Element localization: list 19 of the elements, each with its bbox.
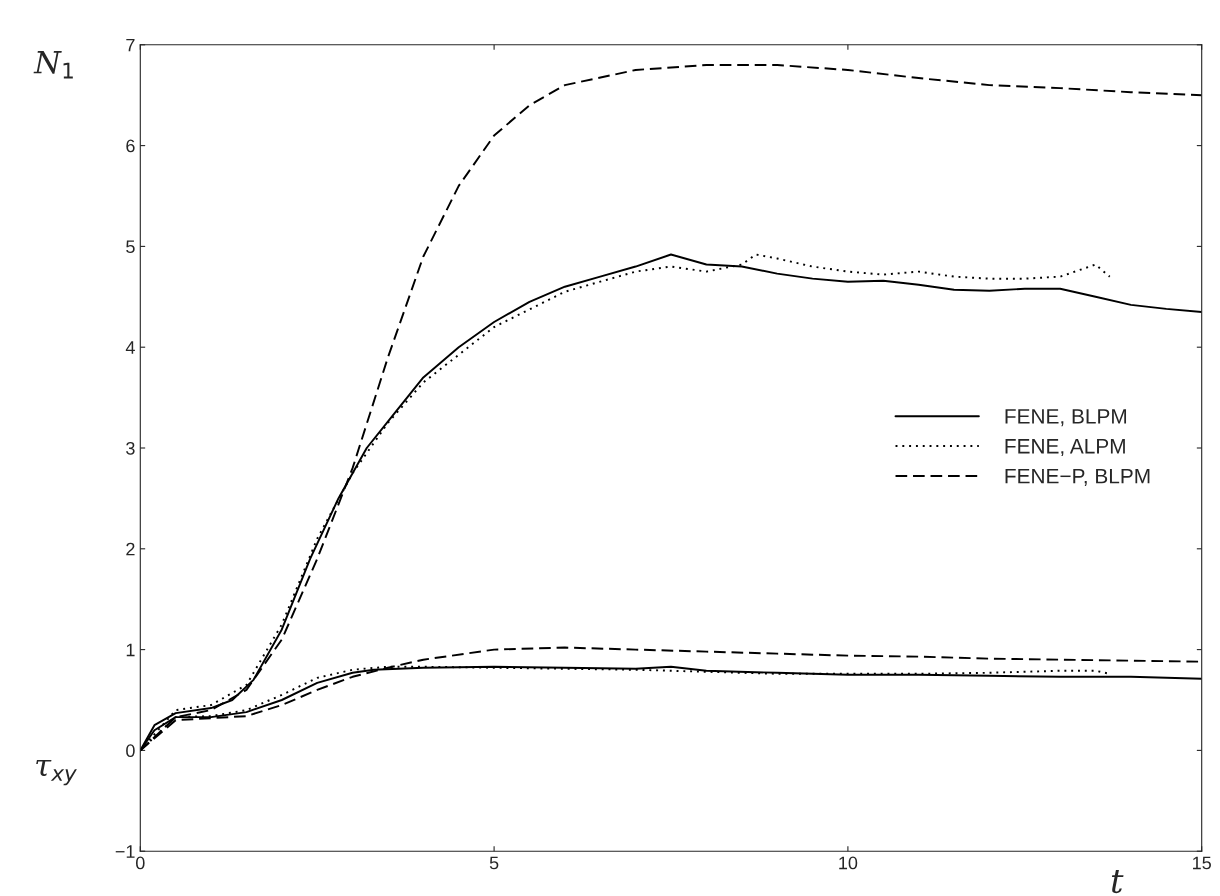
x-tick-label: 0 [135,856,145,870]
x-tick-label: 5 [489,856,499,870]
x-tick-label: 15 [1193,856,1211,870]
y-tick-label: 0 [126,744,135,758]
legend-label: FENE, BLPM [1005,409,1127,427]
text: τ$_{xy}$ [36,759,77,786]
y-tick-label: 2 [126,542,135,556]
legend-label: FENE, ALPM [1005,439,1125,457]
y-tick-label: 5 [126,240,135,254]
y-tick-label: −1 [115,845,135,858]
y-tick-label: 1 [126,643,135,657]
legend-label: FENE−P, BLPM [1005,468,1150,486]
y-tick-label: 6 [126,139,135,153]
y-tick-label: 3 [126,441,135,455]
text: N$_{1}$ [33,51,73,79]
x-axis-title: t [1111,869,1124,894]
y-tick-label: 7 [126,38,135,52]
y-tick-label: 4 [125,341,135,354]
x-tick-label: 10 [839,856,858,870]
